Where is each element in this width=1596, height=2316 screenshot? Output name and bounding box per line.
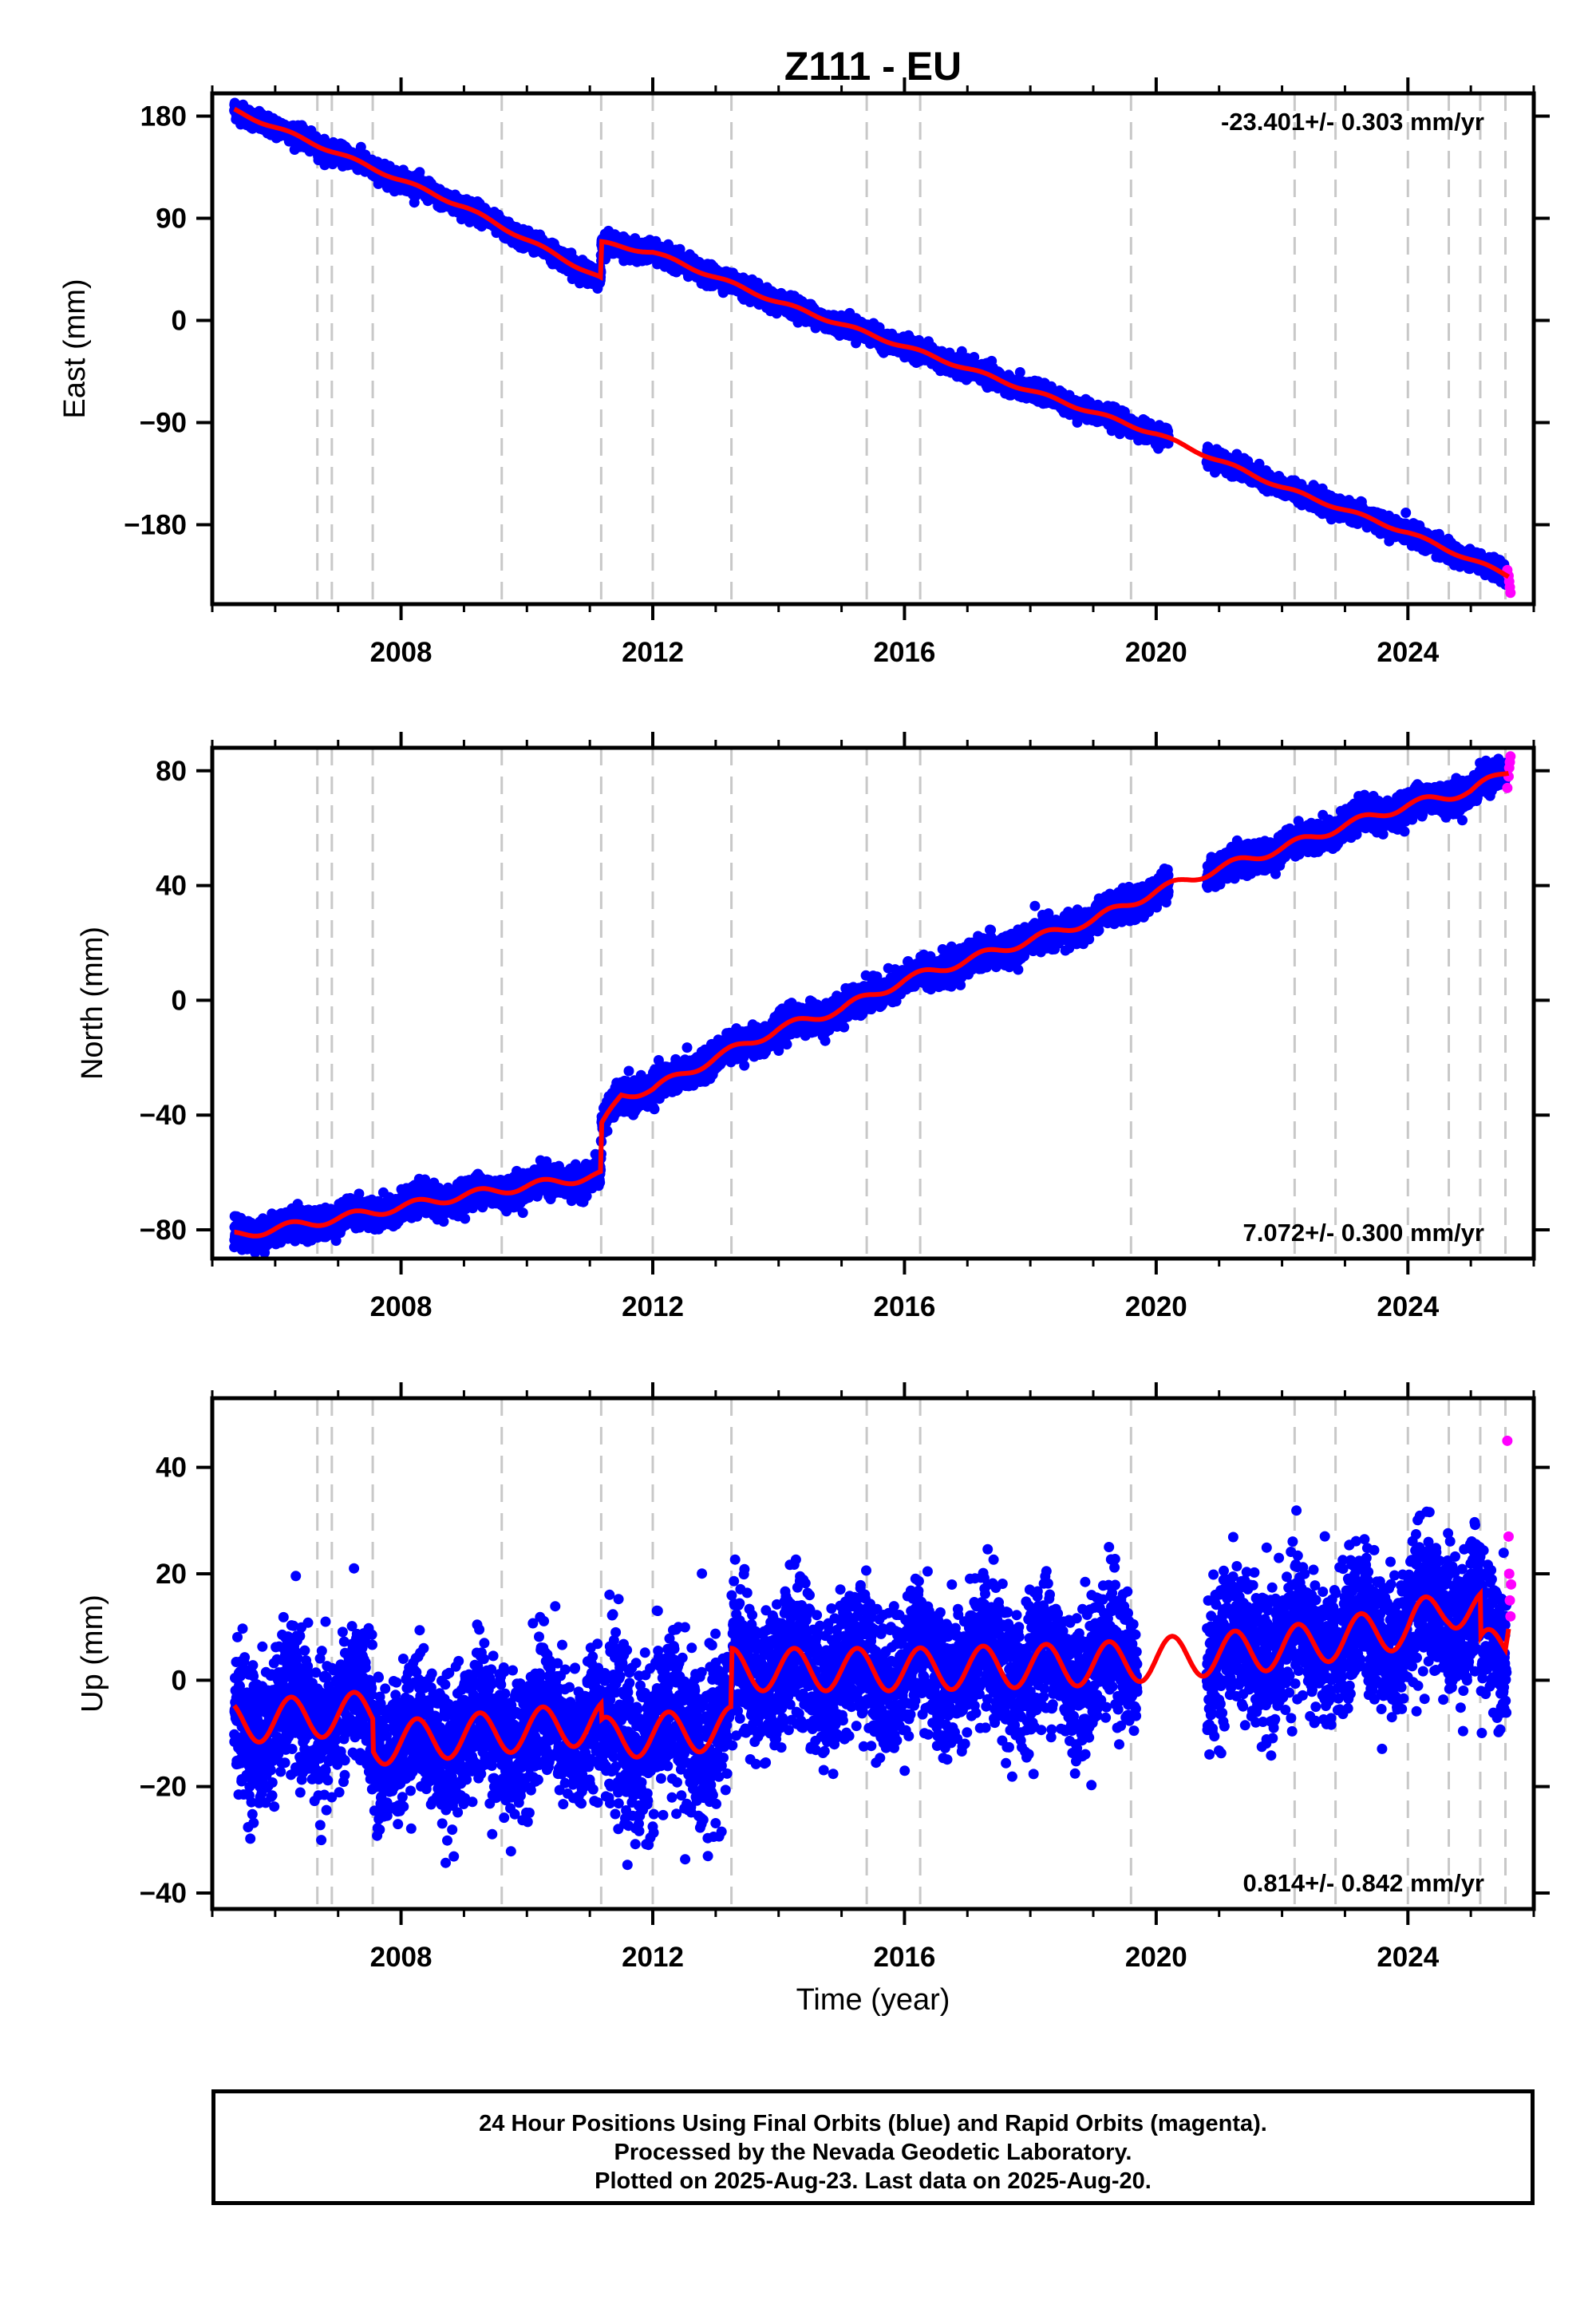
final-point xyxy=(1014,367,1025,377)
figure-canvas: Z111 - EU Time (year) 2008 2012 2016 2020 20… xyxy=(58,44,1550,2017)
final-orbit-points xyxy=(229,97,1512,590)
x-axis-label: Time (year) xyxy=(796,1983,950,2017)
final-point xyxy=(355,141,366,152)
final-point xyxy=(414,167,425,178)
figure-title: Z111 - EU xyxy=(784,44,962,89)
